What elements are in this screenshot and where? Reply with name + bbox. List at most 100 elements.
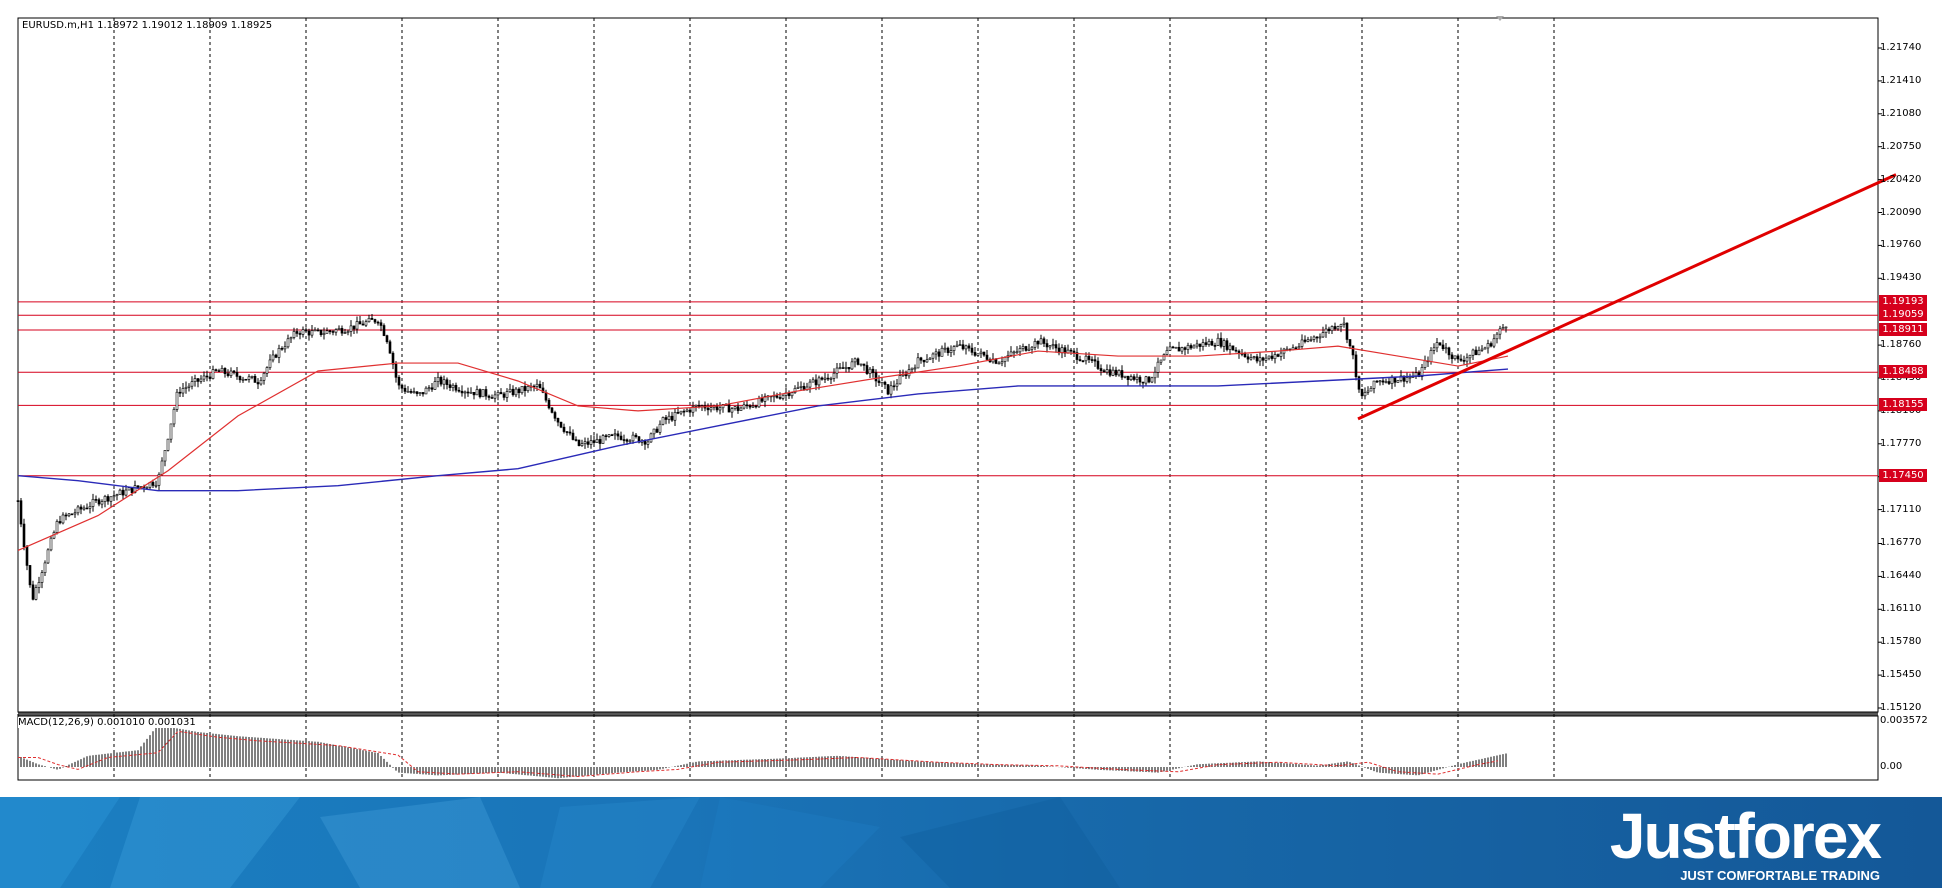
- candle-body: [895, 383, 899, 387]
- macd-axis-label: 0.00: [1880, 761, 1903, 772]
- candle-body: [385, 335, 389, 343]
- candle-body: [1096, 360, 1100, 369]
- candle-body: [151, 482, 155, 486]
- candle-body: [1315, 336, 1319, 339]
- candle-body: [208, 376, 212, 379]
- candle-body: [1453, 355, 1457, 359]
- candle-body: [202, 375, 206, 380]
- candle-body: [982, 351, 986, 356]
- candle-body: [169, 423, 173, 440]
- candle-body: [397, 377, 401, 386]
- candle-body: [1459, 358, 1463, 361]
- candle-body: [976, 353, 980, 356]
- candle-body: [706, 407, 710, 411]
- candle-body: [556, 417, 560, 423]
- candle-body: [721, 404, 725, 409]
- candle-body: [697, 404, 701, 407]
- candle-body: [199, 378, 203, 382]
- candle-body: [1087, 355, 1091, 360]
- candle-body: [1270, 355, 1274, 359]
- candle-body: [1027, 348, 1031, 351]
- candle-body: [1111, 369, 1115, 376]
- candle-body: [253, 376, 257, 383]
- candle-body: [136, 485, 140, 488]
- candle-body: [1369, 388, 1373, 392]
- candle-body: [301, 329, 305, 335]
- candle-body: [331, 331, 335, 333]
- candle-body: [760, 398, 764, 402]
- candle-body: [934, 351, 938, 355]
- candle-body: [400, 384, 404, 389]
- candle-body: [1495, 333, 1499, 340]
- price-axis-label: 1.21740: [1880, 42, 1922, 53]
- candle-body: [1318, 336, 1322, 339]
- candle-body: [31, 584, 35, 600]
- candle-body: [961, 344, 965, 350]
- candle-body: [349, 325, 353, 332]
- candle-body: [919, 357, 923, 361]
- candle-body: [106, 496, 110, 502]
- price-chart[interactable]: [0, 0, 1942, 790]
- candle-body: [892, 385, 896, 388]
- candle-body: [691, 406, 695, 413]
- candle-body: [1387, 381, 1391, 384]
- candle-body: [430, 387, 434, 390]
- price-tag: 1.18911: [1879, 323, 1927, 337]
- candle-body: [748, 405, 752, 408]
- candle-body: [1408, 376, 1412, 379]
- candle-body: [664, 417, 668, 420]
- candle-body: [211, 369, 215, 379]
- candle-body: [61, 514, 65, 524]
- candle-body: [322, 333, 326, 335]
- candle-body: [37, 582, 41, 588]
- candle-body: [466, 391, 470, 394]
- candle-body: [1255, 356, 1259, 362]
- candle-body: [184, 387, 188, 389]
- candle-body: [1327, 328, 1331, 332]
- candle-body: [286, 338, 290, 348]
- candle-body: [985, 354, 989, 360]
- candle-body: [658, 423, 662, 433]
- candle-body: [814, 379, 818, 386]
- brand-banner: Justforex JUST COMFORTABLE TRADING: [0, 797, 1942, 888]
- candle-body: [313, 329, 317, 332]
- candle-body: [514, 388, 518, 396]
- candle-body: [178, 391, 182, 394]
- candle-body: [526, 386, 530, 391]
- candle-body: [1402, 375, 1406, 382]
- candle-body: [175, 391, 179, 410]
- candle-body: [418, 392, 422, 394]
- candle-body: [796, 387, 800, 389]
- price-axis-label: 1.21410: [1880, 74, 1922, 86]
- candle-body: [1264, 357, 1268, 361]
- candle-body: [856, 358, 860, 365]
- candle-body: [1180, 347, 1184, 352]
- candle-body: [1246, 356, 1250, 360]
- candle-body: [433, 381, 437, 390]
- candle-body: [910, 367, 914, 370]
- candle-body: [559, 421, 563, 428]
- candle-body: [19, 500, 23, 525]
- candle-body: [673, 412, 677, 421]
- macd-signal-line: [18, 730, 1499, 778]
- chart-window[interactable]: EURUSD.m,H1 1.18972 1.19012 1.18909 1.18…: [0, 0, 1942, 790]
- candle-body: [1051, 344, 1055, 347]
- candle-body: [1309, 339, 1313, 341]
- candle-body: [223, 368, 227, 374]
- candle-body: [79, 506, 83, 510]
- candle-body: [1123, 375, 1127, 378]
- candle-body: [997, 362, 1001, 365]
- candle-body: [502, 393, 506, 398]
- candle-body: [1276, 354, 1280, 357]
- candle-body: [340, 328, 344, 334]
- candle-body: [424, 387, 428, 395]
- candle-body: [1429, 350, 1433, 362]
- candle-body: [670, 415, 674, 421]
- candle-body: [379, 322, 383, 326]
- candle-body: [445, 379, 449, 385]
- candle-body: [454, 384, 458, 391]
- price-axis-label: 1.15120: [1880, 702, 1922, 713]
- candle-body: [448, 384, 452, 388]
- candle-body: [226, 373, 230, 376]
- candle-body: [565, 431, 569, 433]
